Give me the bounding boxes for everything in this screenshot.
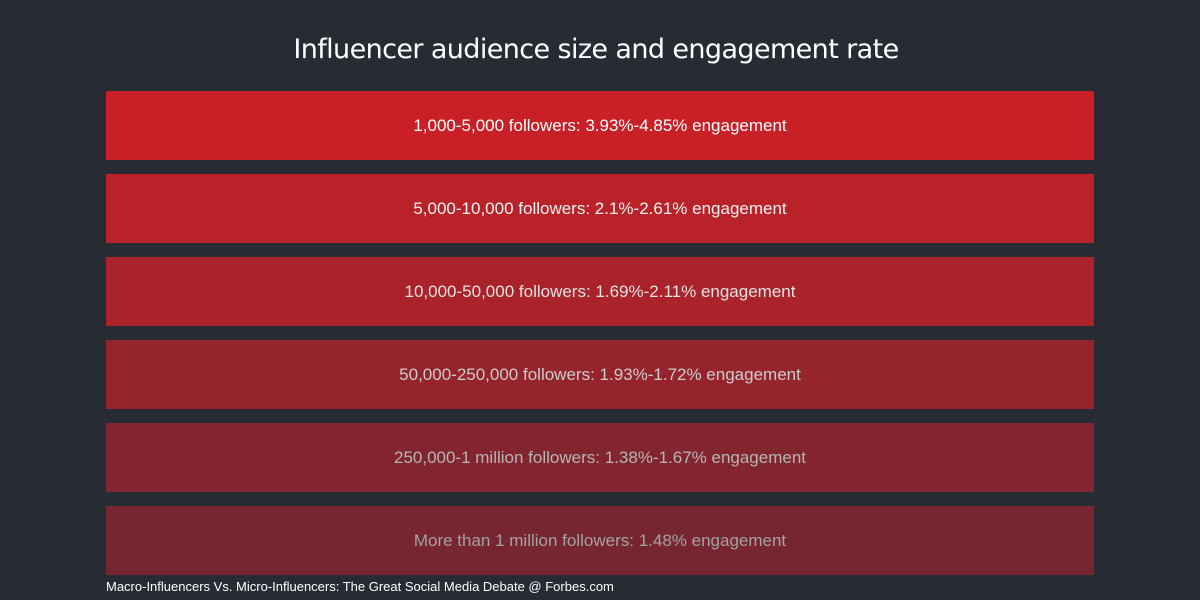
engagement-list: 1,000-5,000 followers: 3.93%-4.85% engag… (106, 91, 1094, 589)
list-item-label: More than 1 million followers: 1.48% eng… (413, 530, 787, 550)
list-item: 50,000-250,000 followers: 1.93%-1.72% en… (106, 340, 1094, 409)
list-item-label: 1,000-5,000 followers: 3.93%-4.85% engag… (413, 115, 787, 135)
list-item: More than 1 million followers: 1.48% eng… (106, 506, 1094, 575)
list-item-label: 50,000-250,000 followers: 1.93%-1.72% en… (399, 364, 801, 384)
list-item: 1,000-5,000 followers: 3.93%-4.85% engag… (106, 91, 1094, 160)
list-item: 10,000-50,000 followers: 1.69%-2.11% eng… (106, 257, 1094, 326)
list-item: 5,000-10,000 followers: 2.1%-2.61% engag… (106, 174, 1094, 243)
list-item: 250,000-1 million followers: 1.38%-1.67%… (106, 423, 1094, 492)
source-citation: Macro-Influencers Vs. Micro-Influencers:… (106, 579, 614, 594)
list-item-label: 250,000-1 million followers: 1.38%-1.67%… (393, 447, 807, 467)
list-item-label: 10,000-50,000 followers: 1.69%-2.11% eng… (404, 281, 796, 301)
list-item-label: 5,000-10,000 followers: 2.1%-2.61% engag… (413, 198, 787, 218)
page-title: Influencer audience size and engagement … (293, 34, 899, 65)
